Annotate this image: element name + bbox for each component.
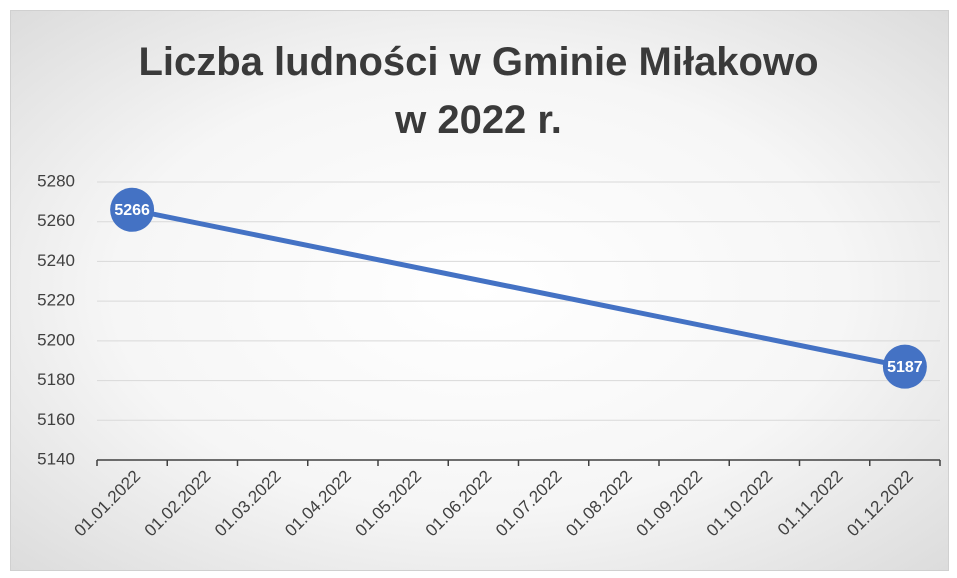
- data-line: [131, 207, 906, 370]
- x-tick-label: 01.06.2022: [422, 467, 496, 541]
- y-tick-label: 5220: [37, 291, 75, 310]
- y-tick-label: 5240: [37, 251, 75, 270]
- x-tick-label: 01.05.2022: [352, 467, 426, 541]
- data-label: 5187: [887, 359, 923, 376]
- x-tick-label: 01.10.2022: [703, 467, 777, 541]
- x-tick-label: 01.01.2022: [71, 467, 145, 541]
- x-tick-label: 01.02.2022: [141, 467, 215, 541]
- x-tick-label: 01.09.2022: [633, 467, 707, 541]
- data-label: 5266: [114, 202, 150, 219]
- y-tick-label: 5200: [37, 330, 75, 349]
- x-tick-label: 01.08.2022: [562, 467, 636, 541]
- y-tick-label: 5160: [37, 410, 75, 429]
- x-tick-label: 01.12.2022: [843, 467, 917, 541]
- y-tick-label: 5260: [37, 211, 75, 230]
- x-tick-label: 01.07.2022: [492, 467, 566, 541]
- y-tick-label: 5140: [37, 449, 75, 468]
- chart-frame: [10, 10, 949, 571]
- data-point: [882, 344, 927, 389]
- x-tick-label: 01.03.2022: [211, 467, 285, 541]
- x-tick-label: 01.04.2022: [281, 467, 355, 541]
- y-tick-label: 5280: [37, 171, 75, 190]
- data-point: [110, 187, 155, 232]
- chart-title: Liczba ludności w Gminie Miłakowo w 2022…: [138, 40, 819, 142]
- y-tick-label: 5180: [37, 370, 75, 389]
- x-tick-label: 01.11.2022: [774, 467, 847, 540]
